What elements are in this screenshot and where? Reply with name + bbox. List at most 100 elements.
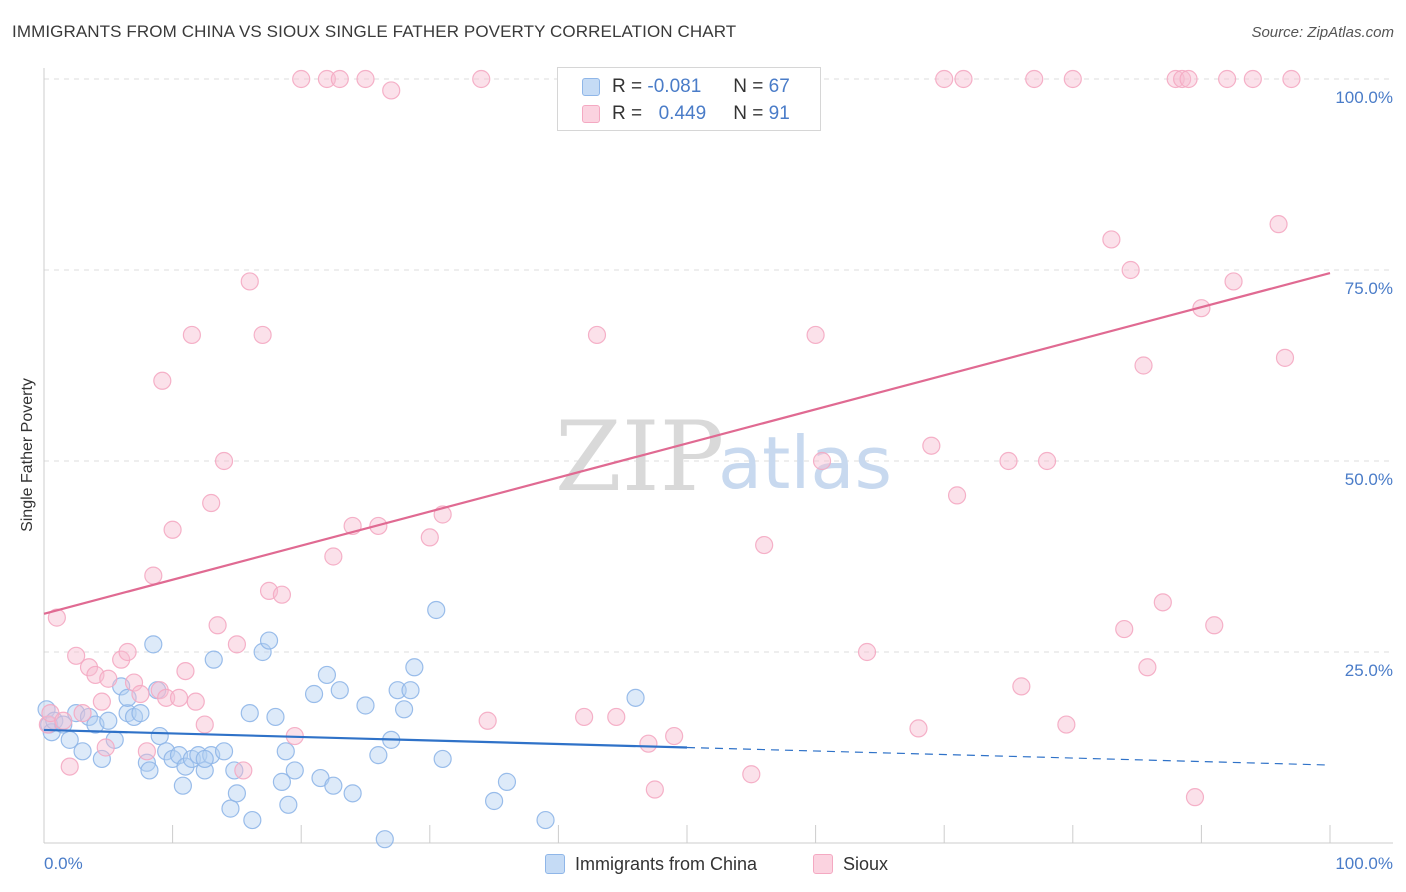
data-point [79, 658, 99, 677]
data-point [99, 711, 118, 730]
data-point [169, 688, 189, 707]
data-point [240, 704, 259, 723]
data-point [356, 69, 375, 89]
data-point [478, 711, 497, 730]
data-point [157, 688, 176, 707]
data-point [1134, 356, 1153, 375]
data-point [420, 528, 439, 547]
data-point [1205, 616, 1224, 635]
stats-legend: R = -0.081 N = 67 R = 0.449 N = 91 [557, 67, 821, 131]
data-point [182, 325, 201, 345]
data-point [1173, 69, 1192, 89]
data-point [626, 688, 645, 707]
data-point [742, 765, 761, 784]
data-point [131, 684, 150, 704]
data-point [317, 665, 337, 685]
data-point [243, 810, 262, 830]
data-point [999, 451, 1018, 471]
x-tick-label-min: 0.0% [44, 854, 83, 873]
legend-swatch-sioux [582, 105, 600, 123]
data-point [99, 669, 118, 688]
data-point [150, 681, 169, 700]
data-point [186, 692, 205, 711]
data-point [131, 704, 150, 723]
data-point [54, 711, 73, 730]
data-point [433, 749, 452, 769]
trend-lines [43, 271, 1331, 766]
data-point [38, 715, 57, 734]
data-point [1057, 715, 1076, 734]
data-point [144, 635, 163, 654]
data-point [330, 69, 349, 89]
data-point [60, 757, 79, 776]
data-point [285, 761, 304, 780]
data-point [214, 742, 234, 761]
data-point [427, 600, 446, 620]
data-point [240, 272, 259, 291]
data-point [234, 761, 253, 780]
data-point [317, 69, 337, 89]
r-value-china: -0.081 [647, 76, 702, 97]
data-point [304, 684, 324, 704]
data-point [812, 451, 832, 471]
data-point [144, 566, 163, 585]
data-point [208, 616, 227, 635]
data-point [227, 784, 246, 803]
data-point [279, 795, 298, 814]
data-point [272, 585, 292, 604]
data-point [195, 715, 214, 734]
data-point [665, 726, 684, 746]
r-label: R = [612, 76, 643, 97]
data-point [324, 547, 343, 566]
data-point [163, 520, 182, 539]
legend-swatch-china [545, 854, 565, 874]
data-point [253, 642, 272, 662]
data-point [382, 81, 401, 100]
data-point [112, 650, 131, 669]
axes [43, 68, 1393, 844]
n-label: N = [733, 103, 764, 124]
r-label: R = [612, 103, 643, 124]
data-point [276, 742, 295, 761]
watermark-atlas: atlas [718, 421, 892, 505]
data-point [92, 692, 111, 711]
data-point [536, 810, 555, 830]
data-point [401, 681, 420, 700]
data-point [1275, 348, 1295, 367]
chart-title: IMMIGRANTS FROM CHINA VS SIOUX SINGLE FA… [12, 22, 737, 41]
data-point [607, 707, 626, 727]
data-point [204, 650, 223, 669]
data-point [472, 69, 491, 89]
x-tick-label-max: 100.0% [1335, 854, 1393, 873]
data-point [176, 661, 195, 681]
legend-item-china[interactable]: Immigrants from China [545, 850, 757, 878]
n-value-china: 67 [768, 76, 790, 97]
data-point [909, 719, 928, 738]
data-point [369, 746, 388, 765]
data-point [73, 742, 92, 761]
legend-item-sioux[interactable]: Sioux [813, 850, 888, 878]
data-point [272, 772, 292, 791]
gridlines [44, 78, 1393, 653]
data-point [485, 791, 504, 811]
data-point [73, 704, 92, 723]
data-point [857, 642, 877, 662]
data-point [137, 742, 156, 761]
legend-label-sioux: Sioux [843, 853, 889, 874]
data-point [1243, 69, 1262, 89]
data-point [1025, 69, 1044, 89]
legend-swatch-sioux [813, 854, 833, 874]
data-point [1179, 69, 1198, 89]
data-point [140, 761, 159, 780]
data-point [1218, 69, 1237, 89]
data-point [1012, 677, 1031, 696]
n-label: N = [733, 76, 764, 97]
data-point [67, 646, 86, 665]
data-point [947, 486, 967, 505]
data-point [1121, 260, 1140, 280]
data-point [150, 726, 169, 746]
data-point [259, 631, 279, 650]
data-point [330, 681, 349, 700]
data-point [221, 799, 240, 818]
